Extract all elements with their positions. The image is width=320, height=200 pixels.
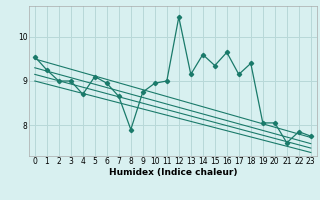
X-axis label: Humidex (Indice chaleur): Humidex (Indice chaleur): [108, 168, 237, 177]
